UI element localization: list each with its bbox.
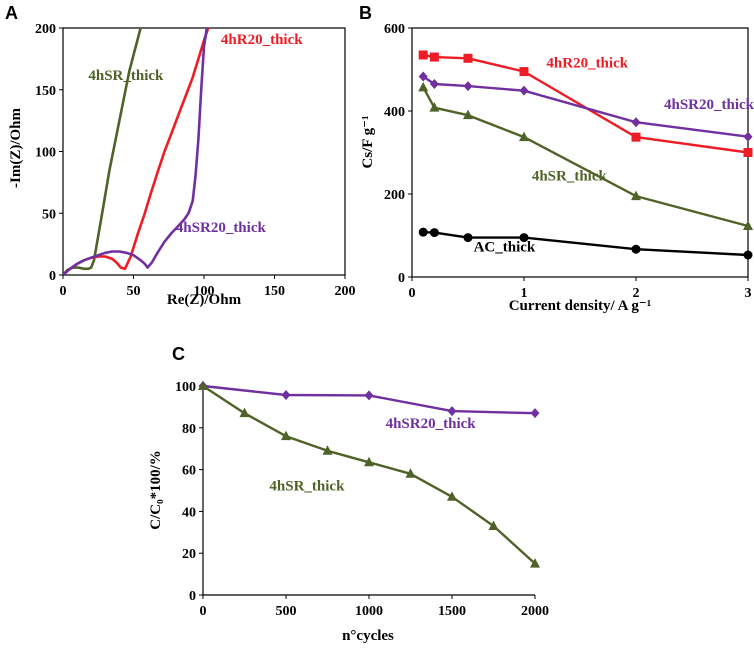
panel-b-series-ac-thick-point bbox=[743, 250, 753, 260]
panel-a-x-tick-label: 100 bbox=[194, 284, 215, 299]
panel-b-series-4hr20-thick-point bbox=[743, 148, 753, 157]
panel-b-series-4hr20-thick-point bbox=[631, 132, 641, 142]
panel-b-series-ac-thick-point bbox=[429, 228, 439, 238]
panel-c-series-4hsr-thick-point bbox=[488, 520, 499, 531]
panel-b-annotation-4hsr20-thick: 4hSR20_thick bbox=[664, 97, 754, 113]
panel-c-y-tick-label: 60 bbox=[182, 464, 196, 479]
panel-c-series-4hsr20-thick-point bbox=[530, 408, 540, 419]
panel-c-series-4hsr-thick-point bbox=[405, 468, 416, 478]
panel-b-series-4hsr20-thick-point bbox=[418, 71, 428, 82]
panel-b-annotation-ac-thick: AC_thick bbox=[474, 239, 536, 255]
panel-b-series-4hsr-thick-point bbox=[519, 131, 529, 142]
panel-c-series-4hsr20-thick-point bbox=[281, 389, 291, 400]
panel-c-series-4hsr-thick-point bbox=[447, 491, 457, 501]
panel-a-x-tick-label: 150 bbox=[264, 284, 285, 299]
panel-b-series-4hsr20-thick-point bbox=[463, 81, 473, 92]
panel-b-y-axis-label: Cs/F g⁻¹ bbox=[360, 115, 376, 168]
panel-c: C C/C₀*100/% n°cycles 0 500 1000 1500 2000 0 2… bbox=[148, 344, 549, 644]
panel-c-letter: C bbox=[172, 344, 185, 364]
panel-a-series-4hsr20-thick-line bbox=[63, 28, 209, 275]
panel-a-annotation-4hr20-thick: 4hR20_thick bbox=[221, 32, 303, 48]
panel-c-x-axis-label: n°cycles bbox=[342, 628, 394, 644]
panel-a-letter: A bbox=[5, 3, 18, 23]
panel-b: B Cs/F g⁻¹ Current density/ A g⁻¹ 0 1 2 3 0 2… bbox=[359, 3, 754, 314]
panel-a-annotation-4hsr-thick: 4hSR_thick bbox=[88, 68, 164, 84]
panel-b-series-4hsr-thick-point bbox=[631, 190, 641, 201]
panel-b-series-4hsr20-thick-point bbox=[743, 131, 753, 142]
panel-c-series-4hsr-thick-point bbox=[530, 558, 540, 568]
panel-c-annotation-4hsr20-thick: 4hSR20_thick bbox=[386, 416, 477, 432]
panel-a-x-axis-label: Re(Z)/Ohm bbox=[167, 292, 242, 308]
panel-b-series-ac-thick-point bbox=[519, 233, 529, 243]
panel-b-series-ac-thick-point bbox=[418, 227, 428, 237]
panel-b-letter: B bbox=[359, 3, 372, 23]
panel-b-x-tick-label: 0 bbox=[409, 286, 416, 301]
panel-a-y-tick-label: 200 bbox=[35, 22, 56, 37]
panel-b-x-axis-label: Current density/ A g⁻¹ bbox=[509, 298, 652, 314]
panel-c-x-tick-label: 1000 bbox=[355, 604, 383, 619]
panel-c-series-4hsr-thick-point bbox=[322, 445, 333, 455]
panel-c-series-4hsr-thick-point bbox=[198, 380, 208, 390]
panel-c-annotation-4hsr-thick: 4hSR_thick bbox=[269, 479, 345, 495]
panel-b-series-4hsr-thick-line bbox=[422, 86, 750, 228]
panel-b-series-4hsr-thick-point bbox=[418, 81, 429, 92]
panel-b-series-4hr20-thick-point bbox=[418, 50, 428, 60]
panel-a-series-4hr20-thick-line bbox=[63, 28, 210, 275]
panel-b-x-tick-label: 3 bbox=[745, 286, 752, 301]
panel-a-plot-area: 0 50 100 150 200 0 50 100 150 200 4hSR_thick 4hR20_… bbox=[35, 22, 356, 299]
panel-b-series-4hr20-thick-point bbox=[519, 67, 529, 77]
panel-c-series-4hsr20-thick-point bbox=[364, 390, 374, 401]
panel-c-x-tick-label: 1500 bbox=[438, 604, 466, 619]
panel-b-annotation-4hsr-thick: 4hSR_thick bbox=[532, 169, 608, 185]
panel-c-plot-area: 0 500 1000 1500 2000 0 20 40 60 80 100 4hSR20_thick… bbox=[175, 380, 549, 619]
panel-c-y-tick-label: 100 bbox=[175, 380, 196, 395]
panel-b-series-4hsr-thick-point bbox=[743, 220, 753, 230]
panel-b-series-4hr20-thick-point bbox=[463, 53, 473, 63]
panel-a-x-tick-label: 0 bbox=[60, 284, 67, 299]
panel-c-y-tick-label: 20 bbox=[182, 547, 196, 562]
panel-b-series-4hsr-thick-point bbox=[429, 102, 440, 112]
panel-a-x-tick-label: 200 bbox=[335, 284, 356, 299]
panel-c-y-axis-label: C/C₀*100/% bbox=[148, 450, 164, 530]
panel-a-y-tick-label: 0 bbox=[49, 269, 56, 284]
panel-a-y-tick-label: 50 bbox=[42, 207, 56, 222]
panel-b-series-4hsr20-thick-point bbox=[631, 117, 641, 128]
panel-b-annotation-4hr20-thick: 4hR20_thick bbox=[546, 55, 628, 71]
panel-b-x-tick-label: 2 bbox=[633, 286, 640, 301]
panel-a: A -Im(Z)/Ohm Re(Z)/Ohm 0 50 100 150 200 0 50 10… bbox=[5, 3, 356, 308]
panel-c-series-4hsr-thick-point bbox=[364, 456, 374, 467]
panel-b-series-ac-thick-point bbox=[631, 244, 641, 254]
panel-c-y-tick-label: 40 bbox=[182, 505, 196, 520]
panel-b-series-ac-thick-point bbox=[463, 233, 473, 243]
panel-a-y-tick-label: 100 bbox=[35, 146, 56, 161]
panel-c-y-tick-label: 80 bbox=[182, 422, 196, 437]
panel-b-y-tick-label: 600 bbox=[384, 22, 405, 37]
panel-c-y-tick-label: 0 bbox=[189, 589, 196, 604]
panel-c-x-tick-label: 500 bbox=[276, 604, 297, 619]
panel-c-series-4hsr-thick-point bbox=[281, 430, 291, 441]
panel-b-series-4hsr-thick-point bbox=[463, 109, 473, 120]
panel-c-series-4hsr-thick-point bbox=[239, 407, 250, 418]
panel-c-x-tick-label: 0 bbox=[200, 604, 207, 619]
panel-b-y-tick-label: 400 bbox=[384, 105, 405, 120]
panel-a-series-4hsr-thick-line bbox=[63, 28, 142, 275]
panel-c-x-tick-label: 2000 bbox=[521, 604, 549, 619]
panel-b-plot-area: 0 1 2 3 0 200 400 600 4hR20_thick 4hSR20_thick 4hS… bbox=[384, 22, 754, 301]
panel-a-y-axis-label: -Im(Z)/Ohm bbox=[8, 108, 24, 189]
panel-a-x-tick-label: 50 bbox=[127, 284, 141, 299]
panel-b-y-tick-label: 0 bbox=[398, 271, 405, 286]
panel-b-series-4hsr20-thick-point bbox=[429, 79, 439, 90]
panel-a-y-tick-label: 150 bbox=[35, 84, 56, 99]
panel-b-y-tick-label: 200 bbox=[384, 188, 405, 203]
panel-a-annotation-4hsr20-thick: 4hSR20_thick bbox=[176, 220, 267, 236]
panel-c-series-4hsr20-thick-point bbox=[447, 406, 457, 417]
panel-b-x-tick-label: 1 bbox=[521, 286, 528, 301]
panel-b-series-4hsr20-thick-point bbox=[519, 85, 529, 96]
panel-b-series-4hr20-thick-point bbox=[429, 52, 439, 62]
